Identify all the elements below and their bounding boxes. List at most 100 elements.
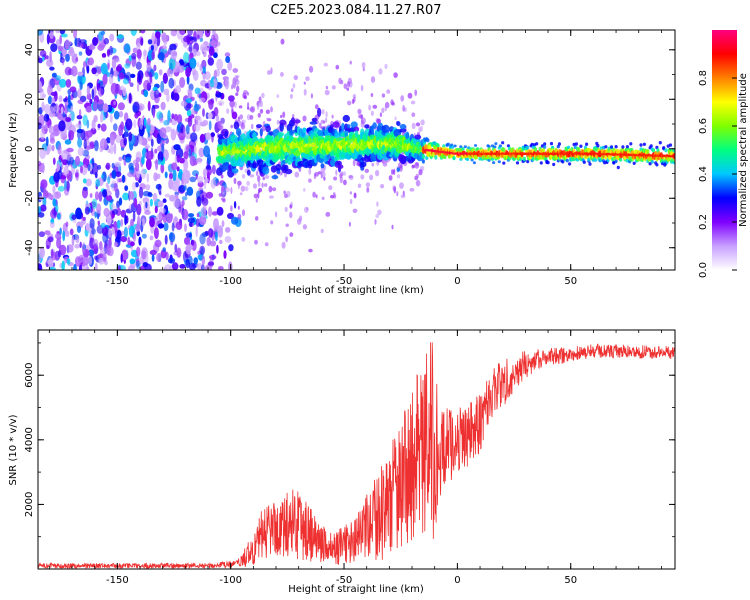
noise-blob bbox=[163, 222, 169, 232]
scatter-speck bbox=[414, 89, 418, 96]
noise-blob bbox=[147, 131, 151, 138]
noise-blob bbox=[184, 237, 190, 245]
scatter-speck bbox=[281, 241, 286, 249]
noise-blob bbox=[164, 171, 168, 179]
noise-blob bbox=[163, 88, 170, 96]
scatter-speck bbox=[262, 176, 266, 181]
noise-blob bbox=[164, 126, 172, 133]
scatter-speck bbox=[259, 108, 264, 114]
noise-blob bbox=[100, 222, 106, 229]
noise-blob bbox=[214, 231, 218, 242]
noise-blob bbox=[149, 235, 154, 241]
noise-blob bbox=[88, 256, 93, 266]
scatter-speck bbox=[393, 72, 398, 78]
noise-blob bbox=[83, 254, 89, 266]
noise-blob bbox=[171, 262, 179, 270]
scatter-speck bbox=[258, 100, 263, 108]
noise-blob bbox=[217, 225, 223, 234]
noise-blob bbox=[202, 108, 205, 117]
noise-blob bbox=[198, 97, 206, 103]
noise-blob bbox=[147, 100, 151, 112]
scatter-speck bbox=[323, 120, 326, 124]
noise-blob bbox=[116, 34, 124, 39]
noise-blob bbox=[87, 57, 95, 66]
noise-blob bbox=[84, 206, 90, 215]
snr-x-ticks: -150 -100 -50 0 50 bbox=[48, 330, 662, 586]
noise-blob bbox=[79, 81, 83, 91]
signal-cell bbox=[534, 147, 538, 152]
noise-blob bbox=[129, 82, 134, 87]
noise-blob bbox=[40, 127, 45, 140]
noise-blob bbox=[49, 66, 55, 71]
noise-blob bbox=[204, 30, 211, 38]
noise-blob bbox=[61, 260, 65, 270]
noise-blob bbox=[129, 191, 134, 200]
noise-blob bbox=[132, 210, 136, 222]
noise-blob bbox=[114, 161, 122, 168]
scatter-speck bbox=[289, 211, 293, 219]
noise-blob bbox=[178, 184, 186, 193]
noise-blob bbox=[174, 217, 179, 222]
signal-cell bbox=[651, 148, 656, 153]
noise-blob bbox=[201, 264, 205, 270]
noise-blob bbox=[177, 114, 183, 124]
signal-cell bbox=[588, 162, 592, 166]
noise-blob bbox=[155, 158, 159, 171]
scatter-speck bbox=[309, 65, 314, 73]
scatter-speck bbox=[226, 108, 230, 114]
noise-blob bbox=[174, 243, 178, 253]
scatter-speck bbox=[234, 75, 240, 79]
signal-cell bbox=[616, 165, 620, 170]
noise-blob bbox=[162, 215, 167, 224]
noise-blob bbox=[199, 133, 206, 143]
noise-blob bbox=[156, 252, 162, 262]
noise-blob bbox=[38, 212, 45, 218]
noise-blob bbox=[144, 210, 151, 215]
noise-blob bbox=[136, 82, 140, 92]
noise-blob bbox=[69, 86, 77, 93]
signal-cell bbox=[225, 153, 232, 163]
signal-cell bbox=[579, 144, 583, 148]
noise-blob bbox=[102, 73, 108, 86]
scatter-speck bbox=[253, 193, 258, 199]
signal-cell bbox=[354, 130, 359, 138]
noise-blob bbox=[152, 192, 158, 202]
noise-blob bbox=[59, 34, 62, 45]
noise-blob bbox=[100, 30, 106, 36]
noise-blob bbox=[105, 162, 111, 170]
noise-blob bbox=[191, 66, 197, 76]
colorbar-tick-label: 0.4 bbox=[698, 166, 709, 182]
scatter-speck bbox=[305, 76, 310, 82]
noise-blob bbox=[44, 230, 51, 236]
noise-blob bbox=[123, 43, 131, 54]
noise-blob bbox=[219, 239, 223, 245]
scatter-speck bbox=[399, 182, 404, 190]
noise-blob bbox=[199, 233, 206, 245]
noise-blob bbox=[120, 219, 124, 226]
noise-blob bbox=[221, 185, 225, 193]
noise-blob bbox=[168, 57, 176, 70]
noise-blob bbox=[142, 197, 150, 204]
spectrogram-x-tick-label: 0 bbox=[454, 276, 460, 287]
signal-cell bbox=[279, 119, 287, 126]
noise-blob bbox=[124, 63, 131, 69]
noise-blob bbox=[206, 236, 211, 247]
signal-cell bbox=[561, 160, 565, 164]
noise-blob bbox=[216, 58, 224, 71]
signal-cell bbox=[235, 128, 242, 137]
noise-blob bbox=[89, 193, 93, 198]
noise-blob bbox=[56, 212, 61, 220]
scatter-speck bbox=[375, 214, 380, 218]
scatter-speck bbox=[324, 117, 328, 123]
noise-blob bbox=[167, 257, 176, 264]
noise-blob bbox=[61, 59, 65, 66]
scatter-speck bbox=[242, 209, 245, 217]
noise-blob bbox=[71, 214, 77, 220]
scatter-speck bbox=[310, 93, 313, 99]
scatter-speck bbox=[379, 112, 382, 117]
signal-cell bbox=[446, 142, 450, 146]
noise-blob bbox=[160, 163, 165, 174]
signal-cell bbox=[466, 157, 470, 161]
noise-blob bbox=[187, 30, 193, 37]
noise-blob bbox=[128, 162, 134, 171]
